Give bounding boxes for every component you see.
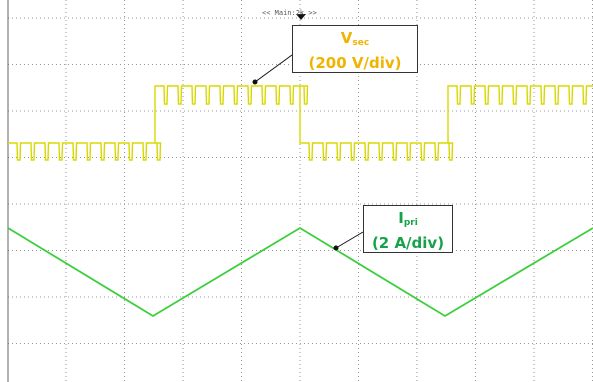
subscript: sec <box>352 38 370 48</box>
symbol: I <box>398 209 404 227</box>
i-pri-label: Ipri (2 A/div) <box>363 205 453 253</box>
scale: (2 A/div) <box>371 234 445 252</box>
subscript: pri <box>403 218 418 228</box>
scale: (200 V/div) <box>308 54 402 72</box>
symbol: V <box>340 29 353 47</box>
v-sec-trace <box>8 85 593 161</box>
i-pri-trace <box>7 226 593 318</box>
v-sec-label: Vsec (200 V/div) <box>292 25 418 73</box>
timebase-label: << Main:2k >> <box>262 9 317 17</box>
